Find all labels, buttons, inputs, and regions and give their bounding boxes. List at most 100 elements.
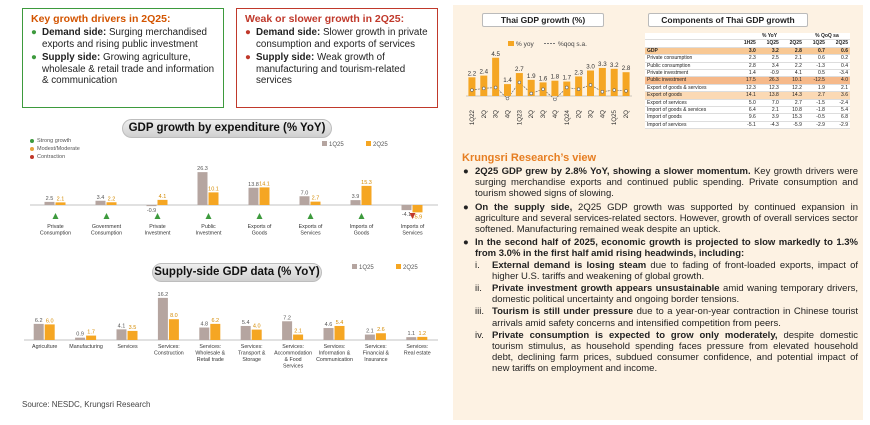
category-label: Investment	[196, 231, 222, 237]
category-label: Services	[300, 231, 321, 237]
data-label-2Q25: 2.1	[294, 329, 302, 335]
bar-yoy	[551, 80, 559, 96]
category-label: Services:	[199, 344, 221, 350]
headwind-item: iii. Tourism is still under pressure due …	[475, 306, 858, 328]
data-label-2Q25: 15.3	[361, 180, 372, 186]
growth-supply-label: Supply side:	[42, 52, 101, 63]
table-cell: 3.4	[757, 62, 781, 71]
table-cell: Export of services	[645, 99, 736, 108]
category-label: Private	[47, 224, 64, 230]
data-label-yoy: 1.9	[527, 73, 536, 80]
tick-label: 1Q25	[611, 109, 618, 125]
table-cell: GDP	[645, 47, 736, 56]
growth-drivers-title: Key growth drivers in 2Q25:	[31, 13, 171, 25]
legend-label-2Q25: 2Q25	[403, 265, 418, 271]
growth-demand-text: Surging merchandised exports and rising …	[42, 27, 207, 50]
view-list: ● 2Q25 GDP grew by 2.8% YoY, showing a sl…	[462, 166, 858, 377]
headwind-text: amid waning temporary drivers, domestic …	[492, 283, 858, 306]
tick-label: 1Q22	[469, 109, 476, 125]
table-cell: 0.2	[826, 54, 850, 63]
arrow-up-icon	[52, 213, 59, 219]
category-label: Exports of	[248, 224, 272, 230]
column-header: 2Q25	[780, 39, 804, 48]
category-label: Government	[92, 224, 122, 230]
bar-1Q25	[240, 325, 251, 340]
table-cell: 10.1	[780, 76, 804, 85]
tick-label: 2Q	[623, 110, 630, 118]
data-label-2Q25: 8.0	[170, 313, 178, 319]
legend-label-qoq: %qoq s.a.	[558, 41, 587, 48]
table-row: Import of services -5.1 -4.3 -5.9 -2.9 -2.9	[645, 121, 850, 130]
bar-yoy	[480, 75, 488, 96]
table-cell: 5.4	[826, 106, 850, 115]
data-label-yoy: 4.5	[491, 51, 500, 58]
category-label: Insurance	[364, 357, 387, 363]
headwind-text: due to a year-on-year contraction in Chi…	[492, 306, 858, 329]
bar-1Q25	[199, 327, 210, 340]
arrow-up-icon	[358, 213, 365, 219]
table-cell: 1.4	[735, 69, 758, 78]
category-label: Financial &	[363, 351, 390, 357]
point-qoq	[517, 80, 522, 85]
bar-yoy	[468, 77, 476, 96]
group-header-cell: % QoQ sa	[803, 33, 850, 41]
bar-1Q25	[350, 200, 361, 205]
table-cell: 12.2	[780, 84, 804, 93]
tick-label: 2Q	[528, 110, 535, 118]
table-row: Export of goods & services 12.3 12.3 12.2 1.…	[645, 84, 850, 93]
bar-1Q25	[33, 323, 44, 340]
status-legend: Strong growth Modest/Moderate Contractio…	[30, 137, 80, 161]
category-label: Public	[201, 224, 216, 230]
bar-1Q25	[146, 205, 157, 207]
point-qoq	[576, 87, 581, 91]
data-label-yoy: 2.4	[479, 69, 488, 76]
column-header: 1Q25	[803, 39, 827, 48]
table-cell: 2.1	[780, 54, 804, 63]
data-label-2Q25: 2.1	[57, 196, 65, 202]
bar-2Q25	[86, 335, 97, 340]
bullet-icon: ●	[463, 201, 469, 213]
data-label-2Q25: 6.0	[46, 318, 54, 324]
data-label-2Q25: 2.6	[377, 327, 385, 333]
table-row: Import of goods 9.6 3.9 15.3 -0.5 6.8	[645, 113, 850, 122]
category-label: Real estate	[404, 351, 431, 357]
table-row: Public investment 17.5 26.3 10.1 -12.5 4.0	[645, 76, 850, 85]
table-row: Export of services 5.0 7.0 2.7 -1.5 -2.4	[645, 99, 850, 108]
headwinds-list: i. External demand is losing steam due to…	[475, 260, 858, 375]
view-title: Krungsri Research’s view	[462, 152, 597, 164]
table-cell: 0.7	[803, 47, 827, 56]
bar-2Q25	[361, 185, 372, 205]
growth-driver-supply: ● Supply side: Growing agriculture, whole…	[31, 52, 215, 87]
tick-label: 3Q	[493, 110, 500, 118]
table-cell: 7.0	[757, 99, 781, 108]
table-cell: 0.4	[826, 62, 850, 71]
table-cell: 2.7	[780, 99, 804, 108]
point-qoq	[588, 83, 593, 87]
data-label-2Q25: 2.2	[108, 196, 116, 202]
category-label: Exports of	[299, 224, 323, 230]
source-note: Source: NESDC, Krungsri Research	[22, 400, 151, 409]
arrow-up-icon	[154, 213, 161, 219]
data-label-yoy: 3.3	[598, 61, 607, 68]
table-cell: 0.5	[803, 69, 827, 78]
table-cell: 1.9	[803, 84, 827, 93]
table-row: Private investment 1.4 -0.9 4.1 0.5 -3.4	[645, 69, 850, 78]
status-legend-moderate: Modest/Moderate	[30, 145, 80, 153]
table-cell: -0.9	[757, 69, 781, 78]
headwind-number: iv.	[475, 329, 484, 341]
weak-supply-text: Weak growth of manufacturing and tourism…	[256, 52, 406, 86]
table-cell: Import of services	[645, 121, 736, 130]
legend-dot-icon	[30, 146, 34, 151]
data-label-1Q25: 0.9	[76, 332, 84, 338]
tick-label: 2Q	[481, 110, 488, 118]
bar-yoy	[492, 57, 500, 96]
headwind-bold: Tourism is still under pressure	[492, 306, 634, 318]
bar-yoy	[515, 73, 523, 96]
table-cell: -4.3	[757, 121, 781, 130]
bar-yoy	[622, 72, 630, 96]
data-label-2Q25: 5.4	[336, 320, 344, 326]
data-label-1Q25: 3.4	[97, 195, 105, 201]
category-label: Accommodation	[274, 351, 312, 357]
table-cell: -5.1	[735, 121, 758, 130]
